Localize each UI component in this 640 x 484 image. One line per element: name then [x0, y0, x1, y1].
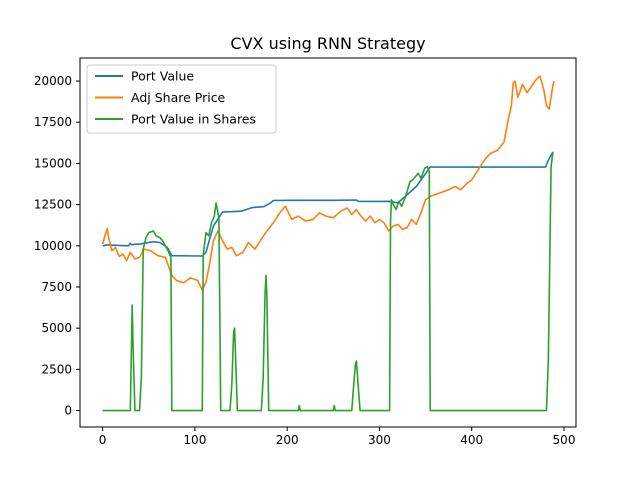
y-tick-label: 15000	[34, 156, 72, 170]
y-tick-label: 20000	[34, 74, 72, 88]
legend-label: Port Value in Shares	[131, 112, 256, 127]
y-tick-label: 10000	[34, 239, 72, 253]
legend-label: Port Value	[131, 69, 194, 84]
chart-title: CVX using RNN Strategy	[230, 34, 425, 53]
series-line-port-value	[102, 151, 554, 257]
x-tick-label: 300	[368, 433, 391, 447]
x-tick-label: 500	[553, 433, 576, 447]
series-lines	[101, 75, 555, 412]
x-tick-label: 100	[183, 433, 206, 447]
series-line-adj-share-price	[101, 75, 555, 292]
x-axis: 0 100 200 300 400 500	[99, 427, 576, 447]
y-tick-label: 7500	[41, 280, 72, 294]
series-line-port-value-in-shares	[102, 151, 554, 412]
plot-area: 0 100 200 300 400 500 0 2500 5000 7500 10000 12500…	[34, 57, 577, 447]
legend: Port Value Adj Share Price Port Value in S…	[86, 64, 277, 134]
legend-label: Adj Share Price	[131, 90, 226, 105]
legend-box	[86, 64, 277, 134]
x-tick-label: 0	[99, 433, 107, 447]
y-tick-label: 17500	[34, 115, 72, 129]
y-axis: 0 2500 5000 7500 10000 12500 15000 17500 20000	[34, 74, 80, 418]
y-tick-label: 2500	[41, 362, 72, 376]
plot-frame	[79, 57, 577, 428]
x-tick-label: 400	[460, 433, 483, 447]
y-tick-label: 12500	[34, 198, 72, 212]
x-tick-label: 200	[276, 433, 299, 447]
y-tick-label: 0	[64, 404, 72, 418]
y-tick-label: 5000	[41, 321, 72, 335]
